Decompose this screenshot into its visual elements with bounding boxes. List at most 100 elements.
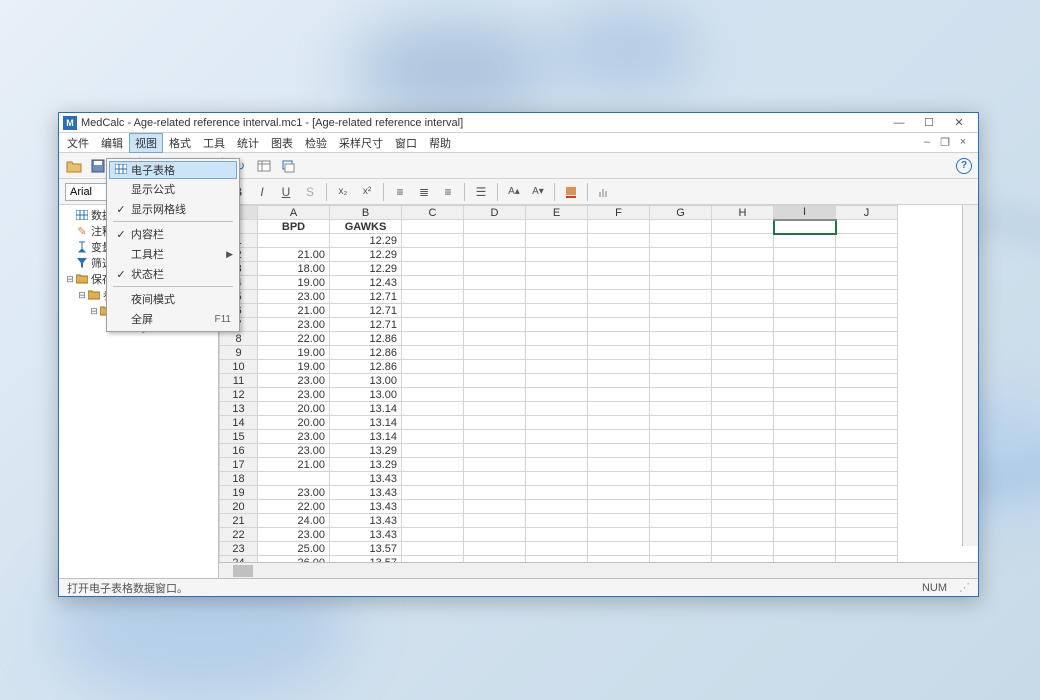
row-header[interactable]: 8: [220, 332, 258, 346]
cell[interactable]: [836, 276, 898, 290]
col-name-G[interactable]: [650, 220, 712, 234]
cell[interactable]: [402, 318, 464, 332]
cell[interactable]: [774, 528, 836, 542]
menu-文件[interactable]: 文件: [61, 133, 95, 153]
cell[interactable]: [774, 458, 836, 472]
cell[interactable]: [712, 486, 774, 500]
cell[interactable]: [712, 374, 774, 388]
cell[interactable]: 23.00: [258, 444, 330, 458]
cell[interactable]: [588, 430, 650, 444]
cell[interactable]: [774, 430, 836, 444]
cell[interactable]: [712, 318, 774, 332]
cell[interactable]: [526, 388, 588, 402]
col-header-C[interactable]: C: [402, 206, 464, 220]
cell[interactable]: [588, 528, 650, 542]
row-header[interactable]: 15: [220, 430, 258, 444]
superscript-button[interactable]: x²: [357, 183, 377, 201]
cell[interactable]: 12.71: [330, 304, 402, 318]
cell[interactable]: [588, 346, 650, 360]
cell[interactable]: [774, 374, 836, 388]
cell[interactable]: [588, 486, 650, 500]
cell[interactable]: [836, 374, 898, 388]
cell[interactable]: [650, 360, 712, 374]
cell[interactable]: [774, 444, 836, 458]
menu-编辑[interactable]: 编辑: [95, 133, 129, 153]
menu-item-显示公式[interactable]: 显示公式: [109, 179, 237, 199]
row-header[interactable]: 12: [220, 388, 258, 402]
cell[interactable]: 23.00: [258, 430, 330, 444]
cell[interactable]: [402, 416, 464, 430]
cell[interactable]: 13.43: [330, 514, 402, 528]
cell[interactable]: [588, 290, 650, 304]
cell[interactable]: [588, 276, 650, 290]
menu-item-电子表格[interactable]: 电子表格: [109, 161, 237, 179]
cell[interactable]: [402, 542, 464, 556]
row-header[interactable]: 10: [220, 360, 258, 374]
cell[interactable]: [402, 346, 464, 360]
cell[interactable]: 13.00: [330, 374, 402, 388]
cell[interactable]: 18.00: [258, 262, 330, 276]
cell[interactable]: [650, 290, 712, 304]
cell[interactable]: 12.71: [330, 290, 402, 304]
cell[interactable]: [464, 276, 526, 290]
row-header[interactable]: 22: [220, 528, 258, 542]
cell[interactable]: [712, 276, 774, 290]
cell[interactable]: [712, 402, 774, 416]
cell[interactable]: [836, 514, 898, 528]
cell[interactable]: [402, 290, 464, 304]
cell[interactable]: [650, 388, 712, 402]
cell[interactable]: [402, 402, 464, 416]
cell[interactable]: [402, 304, 464, 318]
menu-格式[interactable]: 格式: [163, 133, 197, 153]
cell[interactable]: [712, 542, 774, 556]
cell[interactable]: [402, 388, 464, 402]
cell[interactable]: 19.00: [258, 360, 330, 374]
cell[interactable]: [464, 472, 526, 486]
cell[interactable]: [836, 234, 898, 248]
align-center-button[interactable]: ≣: [414, 183, 434, 201]
col-header-D[interactable]: D: [464, 206, 526, 220]
subscript-button[interactable]: x₂: [333, 183, 353, 201]
col-header-G[interactable]: G: [650, 206, 712, 220]
col-name-J[interactable]: [836, 220, 898, 234]
row-header[interactable]: 19: [220, 486, 258, 500]
cell[interactable]: [650, 346, 712, 360]
cell[interactable]: 12.86: [330, 360, 402, 374]
cell[interactable]: [526, 486, 588, 500]
cell[interactable]: [712, 346, 774, 360]
cell[interactable]: [402, 360, 464, 374]
cell[interactable]: [650, 486, 712, 500]
row-header[interactable]: 11: [220, 374, 258, 388]
cell[interactable]: [526, 374, 588, 388]
cell[interactable]: 23.00: [258, 318, 330, 332]
cell[interactable]: [836, 416, 898, 430]
cell[interactable]: [712, 472, 774, 486]
cell[interactable]: [402, 430, 464, 444]
cell[interactable]: [464, 514, 526, 528]
cell[interactable]: [526, 444, 588, 458]
cell[interactable]: [774, 318, 836, 332]
cell[interactable]: 23.00: [258, 528, 330, 542]
cell[interactable]: [402, 486, 464, 500]
cell[interactable]: [836, 430, 898, 444]
cell[interactable]: 12.86: [330, 346, 402, 360]
cell[interactable]: [464, 346, 526, 360]
cell[interactable]: [836, 290, 898, 304]
cell[interactable]: [588, 248, 650, 262]
cell[interactable]: 13.43: [330, 486, 402, 500]
col-header-F[interactable]: F: [588, 206, 650, 220]
scrollbar-horizontal[interactable]: [219, 562, 978, 578]
cell[interactable]: [464, 374, 526, 388]
cell[interactable]: [588, 402, 650, 416]
menu-采样尺寸[interactable]: 采样尺寸: [333, 133, 389, 153]
cell[interactable]: 21.00: [258, 248, 330, 262]
resize-grip-icon[interactable]: ⋰: [959, 581, 970, 594]
cell[interactable]: 12.29: [330, 262, 402, 276]
cell[interactable]: 13.00: [330, 388, 402, 402]
cell[interactable]: [774, 486, 836, 500]
mdi-minimize[interactable]: –: [920, 136, 934, 149]
cell[interactable]: [774, 234, 836, 248]
cell[interactable]: [402, 472, 464, 486]
row-header[interactable]: 13: [220, 402, 258, 416]
menu-item-工具栏[interactable]: 工具栏▶: [109, 244, 237, 264]
